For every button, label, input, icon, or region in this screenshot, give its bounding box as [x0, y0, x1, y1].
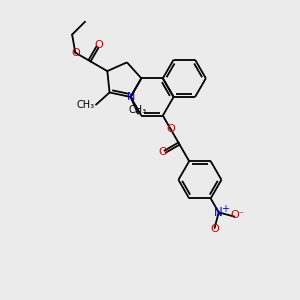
- Text: O: O: [71, 48, 80, 58]
- Text: O: O: [95, 40, 103, 50]
- Text: O: O: [230, 210, 239, 220]
- Text: N: N: [126, 92, 135, 102]
- Text: O: O: [211, 224, 220, 234]
- Text: ⁻: ⁻: [238, 210, 243, 220]
- Text: O: O: [158, 147, 167, 157]
- Text: CH₃: CH₃: [129, 105, 147, 115]
- Text: CH₃: CH₃: [77, 100, 95, 110]
- Text: O: O: [166, 124, 175, 134]
- Text: +: +: [221, 204, 229, 214]
- Text: N: N: [214, 206, 223, 219]
